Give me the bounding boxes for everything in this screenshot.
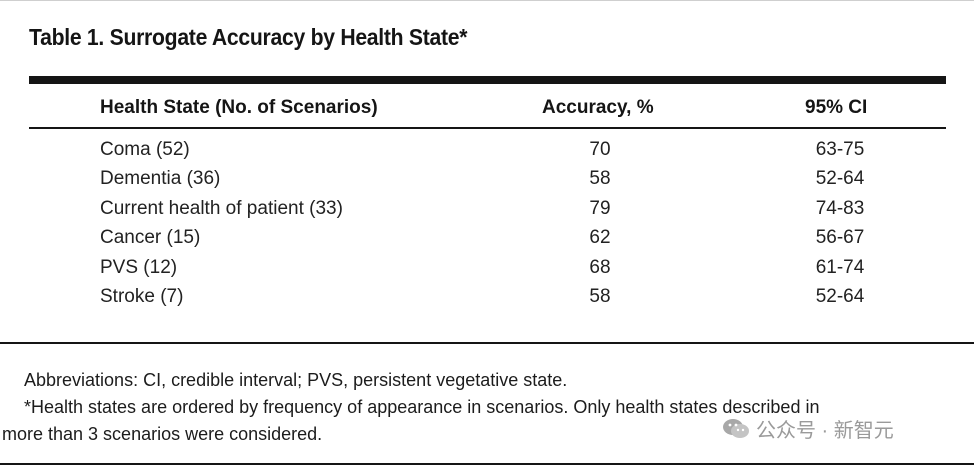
table-bottom-rule <box>0 342 974 344</box>
table-row: Cancer (15) 62 56-67 <box>0 227 974 257</box>
table-title: Table 1. Surrogate Accuracy by Health St… <box>29 24 468 50</box>
cell-accuracy: 79 <box>589 198 611 219</box>
cell-health-state: Cancer (15) <box>100 227 201 248</box>
top-border <box>0 0 974 1</box>
cell-accuracy: 62 <box>589 227 611 248</box>
header-rule-thick <box>29 76 946 84</box>
table-row: Current health of patient (33) 79 74-83 <box>0 198 974 228</box>
cell-health-state: Coma (52) <box>100 139 190 160</box>
watermark: 公众号 · 新智元 <box>722 414 894 443</box>
footnote-abbreviations: Abbreviations: CI, credible interval; PV… <box>24 370 568 390</box>
cell-ci: 74-83 <box>815 198 865 219</box>
column-header-health-state: Health State (No. of Scenarios) <box>100 97 378 118</box>
cell-accuracy: 70 <box>589 139 611 160</box>
cell-ci: 63-75 <box>815 139 865 160</box>
table-row: Dementia (36) 58 52-64 <box>0 168 974 198</box>
cell-health-state: PVS (12) <box>100 257 178 278</box>
cell-accuracy: 68 <box>589 257 611 278</box>
wechat-icon <box>722 417 750 441</box>
cell-ci: 61-74 <box>815 257 865 278</box>
column-header-accuracy: Accuracy, % <box>542 97 654 118</box>
cell-accuracy: 58 <box>589 286 611 307</box>
cell-ci: 56-67 <box>815 227 865 248</box>
watermark-text: 公众号 · 新智元 <box>756 420 894 442</box>
cell-health-state: Stroke (7) <box>100 286 184 307</box>
header-rule-thin <box>29 127 946 129</box>
footnote-note: *Health states are ordered by frequency … <box>24 397 820 417</box>
bottom-border <box>0 463 974 465</box>
footnote-note-continued: more than 3 scenarios were considered. <box>2 424 323 444</box>
cell-ci: 52-64 <box>815 286 865 307</box>
cell-ci: 52-64 <box>815 168 865 189</box>
table-row: PVS (12) 68 61-74 <box>0 257 974 287</box>
table-row: Stroke (7) 58 52-64 <box>0 286 974 316</box>
cell-accuracy: 58 <box>589 168 611 189</box>
cell-health-state: Current health of patient (33) <box>100 198 343 219</box>
table-row: Coma (52) 70 63-75 <box>0 139 974 169</box>
column-header-ci: 95% CI <box>805 97 868 118</box>
cell-health-state: Dementia (36) <box>100 168 221 189</box>
